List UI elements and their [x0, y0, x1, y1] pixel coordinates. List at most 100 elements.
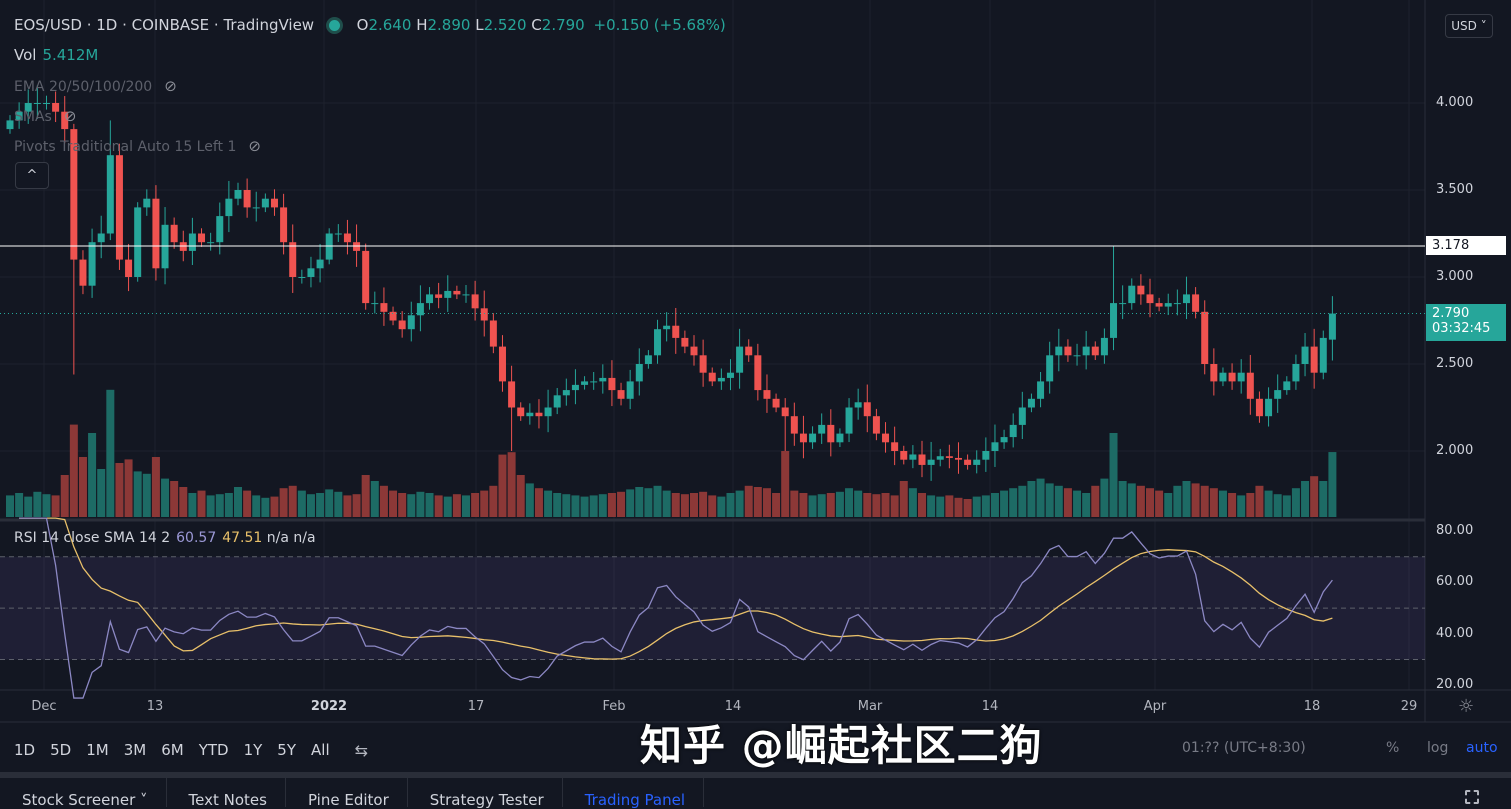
candle-body	[70, 129, 78, 260]
candle-body	[1137, 285, 1145, 295]
horizontal-line-label: 3.178	[1426, 236, 1506, 255]
candle-body	[106, 155, 114, 234]
candle-body	[954, 457, 962, 460]
range-1m[interactable]: 1M	[86, 741, 109, 759]
eye-off-icon[interactable]: ⊘	[63, 107, 77, 125]
timezone[interactable]: 01:?? (UTC+8:30)	[1182, 740, 1306, 756]
volume-bar	[1291, 488, 1300, 517]
volume-bar	[170, 481, 179, 517]
volume-bar	[635, 487, 644, 517]
indicator-ema[interactable]: EMA 20/50/100/200 ⊘	[14, 77, 177, 95]
volume-bar	[115, 463, 124, 517]
candle-body	[717, 377, 725, 382]
volume-bar	[1136, 485, 1145, 517]
candle-body	[553, 395, 561, 408]
tab-stock-screener[interactable]: Stock Screener ˅	[0, 778, 167, 809]
settings-gear-icon[interactable]: ☼	[1458, 696, 1475, 717]
time-tick: Mar	[857, 699, 883, 714]
log-toggle[interactable]: log	[1427, 740, 1449, 756]
range-5d[interactable]: 5D	[50, 741, 72, 759]
candle-body	[188, 233, 196, 251]
candle-body	[1246, 372, 1254, 399]
rsi-legend: RSI 14 close SMA 14 2 60.57 47.51 n/a n/a	[14, 530, 316, 546]
high-label: H	[416, 16, 428, 34]
range-1y[interactable]: 1Y	[243, 741, 263, 759]
volume-bar	[580, 496, 589, 517]
volume-bar	[1009, 488, 1018, 517]
candle-body	[243, 190, 251, 208]
tab-strategy-tester[interactable]: Strategy Tester	[408, 778, 563, 809]
candle-body	[1119, 303, 1127, 305]
volume-bar	[690, 493, 698, 517]
candle-body	[1164, 303, 1172, 307]
candle-body	[654, 329, 662, 356]
auto-toggle[interactable]: auto	[1466, 740, 1498, 756]
maximize-panel-icon[interactable]	[1465, 790, 1479, 804]
volume-bar	[1036, 478, 1045, 517]
candle-body	[389, 311, 397, 321]
volume-bar	[1054, 485, 1063, 517]
rsi-tick: 40.00	[1436, 625, 1474, 641]
candle-body	[909, 454, 917, 460]
candle-body	[1173, 303, 1181, 305]
range-6m[interactable]: 6M	[161, 741, 184, 759]
volume-bar	[772, 493, 781, 517]
range-3m[interactable]: 3M	[123, 741, 147, 759]
eye-off-icon[interactable]: ⊘	[248, 137, 261, 155]
volume-bar	[918, 493, 926, 517]
volume-bar	[708, 495, 717, 517]
time-tick: 14	[724, 699, 742, 714]
candle-body	[453, 290, 461, 295]
collapse-legend-button[interactable]: ^	[15, 162, 49, 189]
range-1d[interactable]: 1D	[14, 741, 36, 759]
candle-body	[726, 372, 734, 378]
candle-body	[599, 377, 607, 382]
indicator-smas[interactable]: SMAs ⊘	[14, 107, 76, 125]
tab-pine-editor[interactable]: Pine Editor	[286, 778, 408, 809]
eye-off-icon[interactable]: ⊘	[164, 77, 177, 95]
candle-body	[900, 451, 908, 460]
candle-body	[261, 198, 269, 208]
candle-body	[1000, 437, 1008, 443]
candle-body	[818, 424, 826, 434]
panel-divider[interactable]	[0, 772, 1511, 778]
range-ytd[interactable]: YTD	[198, 741, 229, 759]
volume-bar	[835, 491, 844, 517]
volume-bar	[1200, 485, 1209, 517]
range-5y[interactable]: 5Y	[277, 741, 297, 759]
percent-toggle[interactable]: %	[1386, 740, 1400, 756]
volume-bar	[1027, 481, 1036, 517]
volume-bar	[817, 494, 826, 517]
symbol[interactable]: EOS/USD	[14, 16, 82, 34]
tab-trading-panel[interactable]: Trading Panel	[563, 778, 704, 809]
go-to-date-icon[interactable]: ⇆	[354, 740, 369, 760]
indicator-pivots[interactable]: Pivots Traditional Auto 15 Left 1 ⊘	[14, 137, 261, 155]
tab-text-notes[interactable]: Text Notes	[167, 778, 286, 809]
volume-bar	[516, 475, 525, 517]
volume-bar	[799, 493, 808, 517]
volume-bar	[854, 490, 863, 517]
candle-body	[125, 259, 133, 277]
volume-bar	[1082, 493, 1091, 517]
candle-body	[1091, 346, 1099, 356]
candle-body	[663, 325, 671, 330]
candle-body	[1255, 398, 1263, 417]
indicator-label: EMA 20/50/100/200	[14, 79, 153, 95]
currency-dropdown[interactable]: USD ˅	[1445, 14, 1493, 38]
volume-bar	[790, 490, 799, 517]
candle-body	[1155, 303, 1163, 307]
volume-bar	[1209, 488, 1218, 517]
volume-bar	[124, 459, 133, 517]
range-all[interactable]: All	[311, 741, 330, 759]
volume-bar	[1328, 452, 1337, 517]
symbol-legend: EOS/USD · 1D · COINBASE · TradingView O2…	[14, 16, 726, 34]
candle-body	[918, 454, 926, 465]
volume-bar	[735, 490, 744, 517]
rsi-tick: 80.00	[1436, 523, 1474, 538]
volume-bar	[462, 495, 470, 517]
volume-bar	[270, 496, 279, 517]
candle-body	[581, 381, 589, 385]
candle-body	[672, 325, 680, 338]
volume-bar	[507, 452, 516, 517]
